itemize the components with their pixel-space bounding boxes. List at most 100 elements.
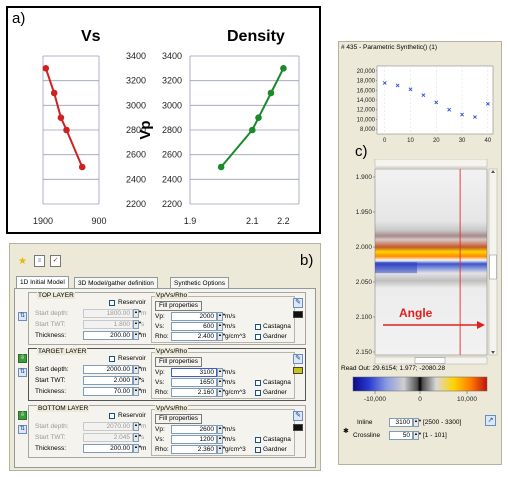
crossline-spinner[interactable]: ▲▼ (413, 431, 422, 440)
property-unit: m/s (225, 426, 236, 433)
crossline-range: [1 - 101] (423, 432, 447, 439)
field-spinner[interactable]: ▲▼ (133, 387, 142, 396)
field-spinner[interactable]: ▲▼ (133, 422, 142, 431)
property-spinner[interactable]: ▲▼ (217, 322, 226, 331)
readout-text: Read Out: 29.6154; 1.977; -2080.28 (341, 365, 446, 372)
property-spinner[interactable]: ▲▼ (217, 388, 226, 397)
pin-icon[interactable]: ✱ (343, 428, 349, 435)
field-unit: m (141, 366, 147, 373)
tab-initial-model[interactable]: 1D Initial Model (16, 276, 69, 288)
field-input[interactable]: 70.00 (83, 387, 133, 396)
gardner-checkbox[interactable] (255, 447, 261, 453)
y-tick-label: 3200 (126, 76, 146, 86)
gardner-checkbox[interactable] (255, 334, 261, 340)
colorbar-tick-label: 10,000 (457, 396, 477, 403)
vertical-scrollbar-thumb[interactable] (489, 254, 497, 280)
scatter-x-tick: 40 (485, 138, 492, 144)
field-spinner[interactable]: ▲▼ (133, 444, 142, 453)
property-input[interactable]: 600 (171, 322, 217, 331)
field-spinner[interactable]: ▲▼ (133, 309, 142, 318)
move-layer-icon[interactable]: ⇅ (18, 425, 27, 434)
property-input[interactable]: 2000 (171, 312, 217, 321)
field-spinner[interactable]: ▲▼ (133, 331, 142, 340)
field-input[interactable]: 1.800 (83, 320, 133, 329)
tab-model-gather-definition[interactable]: 3D Model/gather definition (74, 277, 158, 288)
document-icon[interactable]: ≡ (34, 255, 45, 267)
fill-properties-button[interactable]: Fill properties (155, 414, 203, 424)
layer-color-swatch[interactable] (293, 367, 303, 374)
horizontal-scrollbar-top[interactable] (374, 159, 488, 168)
property-spinner[interactable]: ▲▼ (217, 425, 226, 434)
tab-synthetic-options[interactable]: Synthetic Options (170, 277, 229, 288)
scatter-point (382, 81, 387, 85)
scatter-point (460, 112, 464, 117)
gardner-checkbox[interactable] (255, 390, 261, 396)
layer-color-swatch[interactable] (293, 424, 303, 431)
property-unit: m/s (225, 436, 236, 443)
y-tick-label: 3200 (162, 76, 182, 86)
field-input[interactable]: 1800.00 (83, 309, 133, 318)
property-input[interactable]: 1200 (171, 435, 217, 444)
property-spinner[interactable]: ▲▼ (217, 435, 226, 444)
color-picker-icon[interactable]: ✎ (293, 298, 303, 308)
color-picker-icon[interactable]: ✎ (293, 354, 303, 364)
property-input[interactable]: 2600 (171, 425, 217, 434)
star-icon[interactable]: ★ (18, 256, 27, 267)
add-layer-icon[interactable]: ⇩ (18, 411, 27, 420)
reservoir-checkbox[interactable] (109, 413, 115, 419)
field-input[interactable]: 2070.00 (83, 422, 133, 431)
field-spinner[interactable]: ▲▼ (133, 365, 142, 374)
horizontal-scrollbar-thumb[interactable] (414, 357, 446, 364)
property-spinner[interactable]: ▲▼ (217, 445, 226, 454)
property-input[interactable]: 1650 (171, 378, 217, 387)
inline-input[interactable]: 3100 (389, 418, 413, 427)
reservoir-label: Reservoir (118, 299, 146, 306)
layer-color-swatch[interactable] (293, 311, 303, 318)
move-layer-icon[interactable]: ⇅ (18, 312, 27, 321)
property-spinner[interactable]: ▲▼ (217, 378, 226, 387)
field-unit: m (141, 388, 147, 395)
field-input[interactable]: 200.00 (83, 331, 133, 340)
reservoir-checkbox[interactable] (109, 356, 115, 362)
castagna-checkbox[interactable] (255, 437, 261, 443)
parametric-synthetic-window: # 435 - Parametric Synthetic() (1) 20,00… (338, 41, 502, 465)
y-tick-label: 2600 (162, 150, 182, 160)
property-input[interactable]: 2.360 (171, 445, 217, 454)
field-spinner[interactable]: ▲▼ (133, 320, 142, 329)
add-layer-icon[interactable]: ⇩ (18, 354, 27, 363)
property-spinner[interactable]: ▲▼ (217, 332, 226, 341)
fill-properties-button[interactable]: Fill properties (155, 357, 203, 367)
field-label: Start depth: (35, 423, 69, 430)
scroll-up-arrow-icon[interactable] (491, 170, 495, 173)
inline-spinner[interactable]: ▲▼ (413, 418, 422, 427)
property-spinner[interactable]: ▲▼ (217, 312, 226, 321)
scatter-y-tick: 18,000 (357, 79, 376, 85)
reservoir-checkbox[interactable] (109, 300, 115, 306)
checklist-icon[interactable]: ✓ (50, 255, 61, 267)
crossline-input[interactable]: 50 (389, 431, 413, 440)
fill-properties-button[interactable]: Fill properties (155, 301, 203, 311)
x-tick-label: 900 (91, 216, 106, 226)
inline-label: Inline (357, 419, 373, 426)
move-layer-icon[interactable]: ⇅ (18, 368, 27, 377)
property-input[interactable]: 3100 (171, 368, 217, 377)
pick-icon[interactable]: ↗ (485, 415, 496, 426)
layer-group: TOP LAYER Reservoir Start depth: 1800.00 ▲▼ m… (28, 292, 306, 345)
field-spinner[interactable]: ▲▼ (133, 376, 142, 385)
y-tick-label: 2200 (162, 199, 182, 209)
scroll-down-arrow-icon[interactable] (491, 351, 495, 354)
field-input[interactable]: 200.00 (83, 444, 133, 453)
x-tick-label: 1.9 (184, 216, 197, 226)
field-input[interactable]: 2000.00 (83, 365, 133, 374)
castagna-checkbox[interactable] (255, 380, 261, 386)
field-input[interactable]: 2.045 (83, 433, 133, 442)
property-input[interactable]: 2.160 (171, 388, 217, 397)
y-tick-label: 2400 (162, 174, 182, 184)
field-input[interactable]: 2.000 (83, 376, 133, 385)
property-input[interactable]: 2.400 (171, 332, 217, 341)
property-spinner[interactable]: ▲▼ (217, 368, 226, 377)
castagna-checkbox[interactable] (255, 324, 261, 330)
color-picker-icon[interactable]: ✎ (293, 411, 303, 421)
field-label: Thickness: (35, 332, 67, 339)
field-spinner[interactable]: ▲▼ (133, 433, 142, 442)
